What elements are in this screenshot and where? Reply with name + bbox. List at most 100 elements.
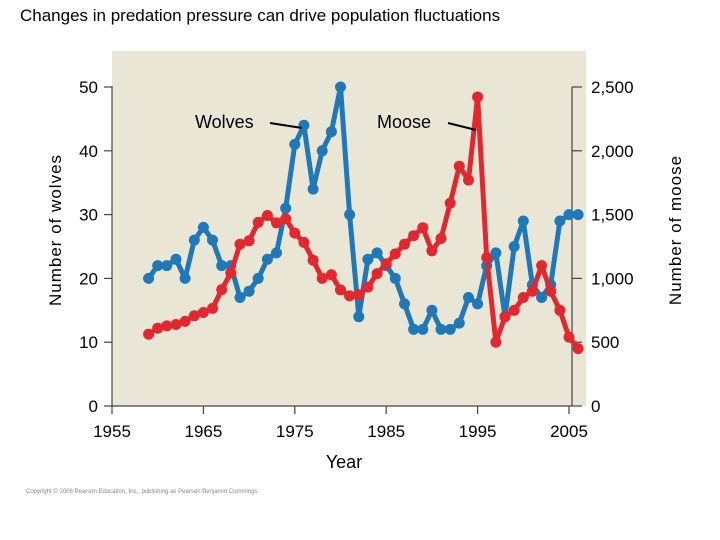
- wolves-data-point: [170, 253, 182, 265]
- moose-data-point: [572, 343, 584, 355]
- x-tick-label: 2005: [550, 422, 588, 441]
- x-tick-label: 1975: [276, 422, 314, 441]
- moose-data-point: [563, 331, 575, 343]
- wolves-data-point: [444, 323, 456, 335]
- axes: [104, 86, 582, 414]
- wolves-data-point: [408, 323, 420, 335]
- wolves-data-point: [435, 323, 447, 335]
- y-right-axis-title: Number of moose: [666, 155, 685, 305]
- moose-data-point: [289, 227, 301, 239]
- wolves-data-point: [152, 260, 164, 272]
- moose-data-point: [207, 302, 218, 314]
- wolves-data-point: [261, 253, 273, 265]
- moose-data-point: [426, 245, 438, 257]
- wolves-data-point: [143, 272, 155, 284]
- wolves-data-point: [472, 298, 484, 310]
- figure-panel: 0 10 20 30 40 50 0 500 1,000 1,500 2,000 2,500 1955 1…: [24, 44, 694, 485]
- y-right-tick-label: 1,500: [591, 206, 634, 225]
- wolves-data-point: [316, 145, 328, 157]
- moose-data-point: [536, 260, 548, 272]
- moose-data-point: [545, 285, 557, 297]
- moose-data-point: [554, 304, 566, 316]
- wolves-data-point: [463, 292, 474, 303]
- wolves-data-point: [536, 292, 548, 303]
- wolves-data-point: [307, 183, 319, 195]
- moose-data-point: [170, 319, 182, 330]
- wolves-data-point: [179, 272, 191, 284]
- moose-data-point: [435, 233, 447, 244]
- page-title: Changes in predation pressure can drive …: [20, 6, 501, 25]
- y-left-tick-label: 30: [79, 206, 98, 225]
- y-right-tick-label: 1,000: [591, 269, 634, 288]
- wolves-data-point: [399, 298, 410, 310]
- moose-data-point: [380, 258, 392, 270]
- moose-data-point: [179, 315, 191, 327]
- wolves-data-point: [280, 202, 292, 214]
- wolves-data-point: [234, 292, 246, 303]
- y-right-tick-label: 500: [591, 333, 619, 352]
- x-tick-label: 1955: [93, 422, 131, 441]
- moose-data-point: [453, 160, 465, 172]
- moose-data-point: [399, 238, 410, 250]
- y-left-tick-label: 10: [79, 333, 98, 352]
- moose-data-point: [371, 268, 383, 280]
- wolves-annotation-leader: [269, 122, 303, 129]
- series-layer: [143, 81, 584, 355]
- wolves-data-point: [554, 215, 566, 227]
- wolves-data-point: [216, 260, 228, 272]
- moose-annotation-leader: [447, 122, 477, 131]
- moose-data-point: [463, 174, 474, 186]
- wolves-data-point: [353, 311, 365, 323]
- moose-data-point: [280, 213, 292, 225]
- moose-data-point: [234, 238, 246, 250]
- wolves-data-point: [362, 253, 374, 265]
- y-right-tick-label: 2,000: [591, 142, 634, 161]
- wolves-data-point: [572, 209, 584, 221]
- wolves-data-point: [188, 234, 200, 246]
- moose-data-point: [344, 290, 356, 302]
- wolves-data-point: [371, 247, 383, 259]
- moose-data-point: [316, 272, 328, 284]
- y-right-tick-label: 2,500: [591, 78, 634, 97]
- moose-data-point: [298, 236, 310, 248]
- moose-data-point: [307, 254, 319, 266]
- moose-data-point: [216, 284, 228, 296]
- moose-data-point: [152, 322, 164, 334]
- wolves-data-point: [508, 241, 520, 252]
- wolves-data-point: [243, 285, 255, 297]
- moose-annotation-label: Moose: [377, 112, 431, 132]
- y-left-tick-label: 40: [79, 142, 98, 161]
- moose-data-point: [143, 328, 155, 340]
- wolves-data-point: [335, 81, 346, 93]
- y-left-tick-label: 0: [89, 397, 98, 416]
- moose-data-point: [271, 217, 282, 229]
- wolves-data-point: [161, 260, 173, 272]
- wolves-data-point: [325, 126, 337, 138]
- wolves-annotation-label: Wolves: [195, 112, 254, 132]
- y-right-tick-label: 0: [591, 397, 600, 416]
- wolves-data-point: [563, 209, 575, 221]
- wolves-data-point: [207, 234, 218, 246]
- moose-data-point: [499, 311, 511, 323]
- moose-data-point: [335, 284, 346, 296]
- wolves-data-point: [197, 221, 209, 233]
- moose-data-point: [188, 310, 200, 322]
- x-tick-label: 1985: [367, 422, 405, 441]
- x-axis-title: Year: [326, 452, 362, 472]
- x-tick-label: 1995: [459, 422, 497, 441]
- moose-data-point: [243, 235, 255, 247]
- wolves-data-point: [252, 272, 264, 284]
- wolves-data-point: [426, 304, 438, 316]
- moose-data-point: [252, 216, 264, 228]
- copyright-notice: Copyright © 2008 Pearson Education, Inc.…: [26, 489, 258, 495]
- x-tick-label: 1965: [184, 422, 222, 441]
- moose-data-point: [490, 336, 502, 348]
- moose-data-point: [325, 269, 337, 281]
- moose-data-point: [526, 285, 538, 297]
- moose-data-point: [389, 248, 401, 260]
- moose-data-point: [261, 210, 273, 221]
- y-left-tick-label: 20: [79, 269, 98, 288]
- wolves-data-point: [298, 119, 310, 131]
